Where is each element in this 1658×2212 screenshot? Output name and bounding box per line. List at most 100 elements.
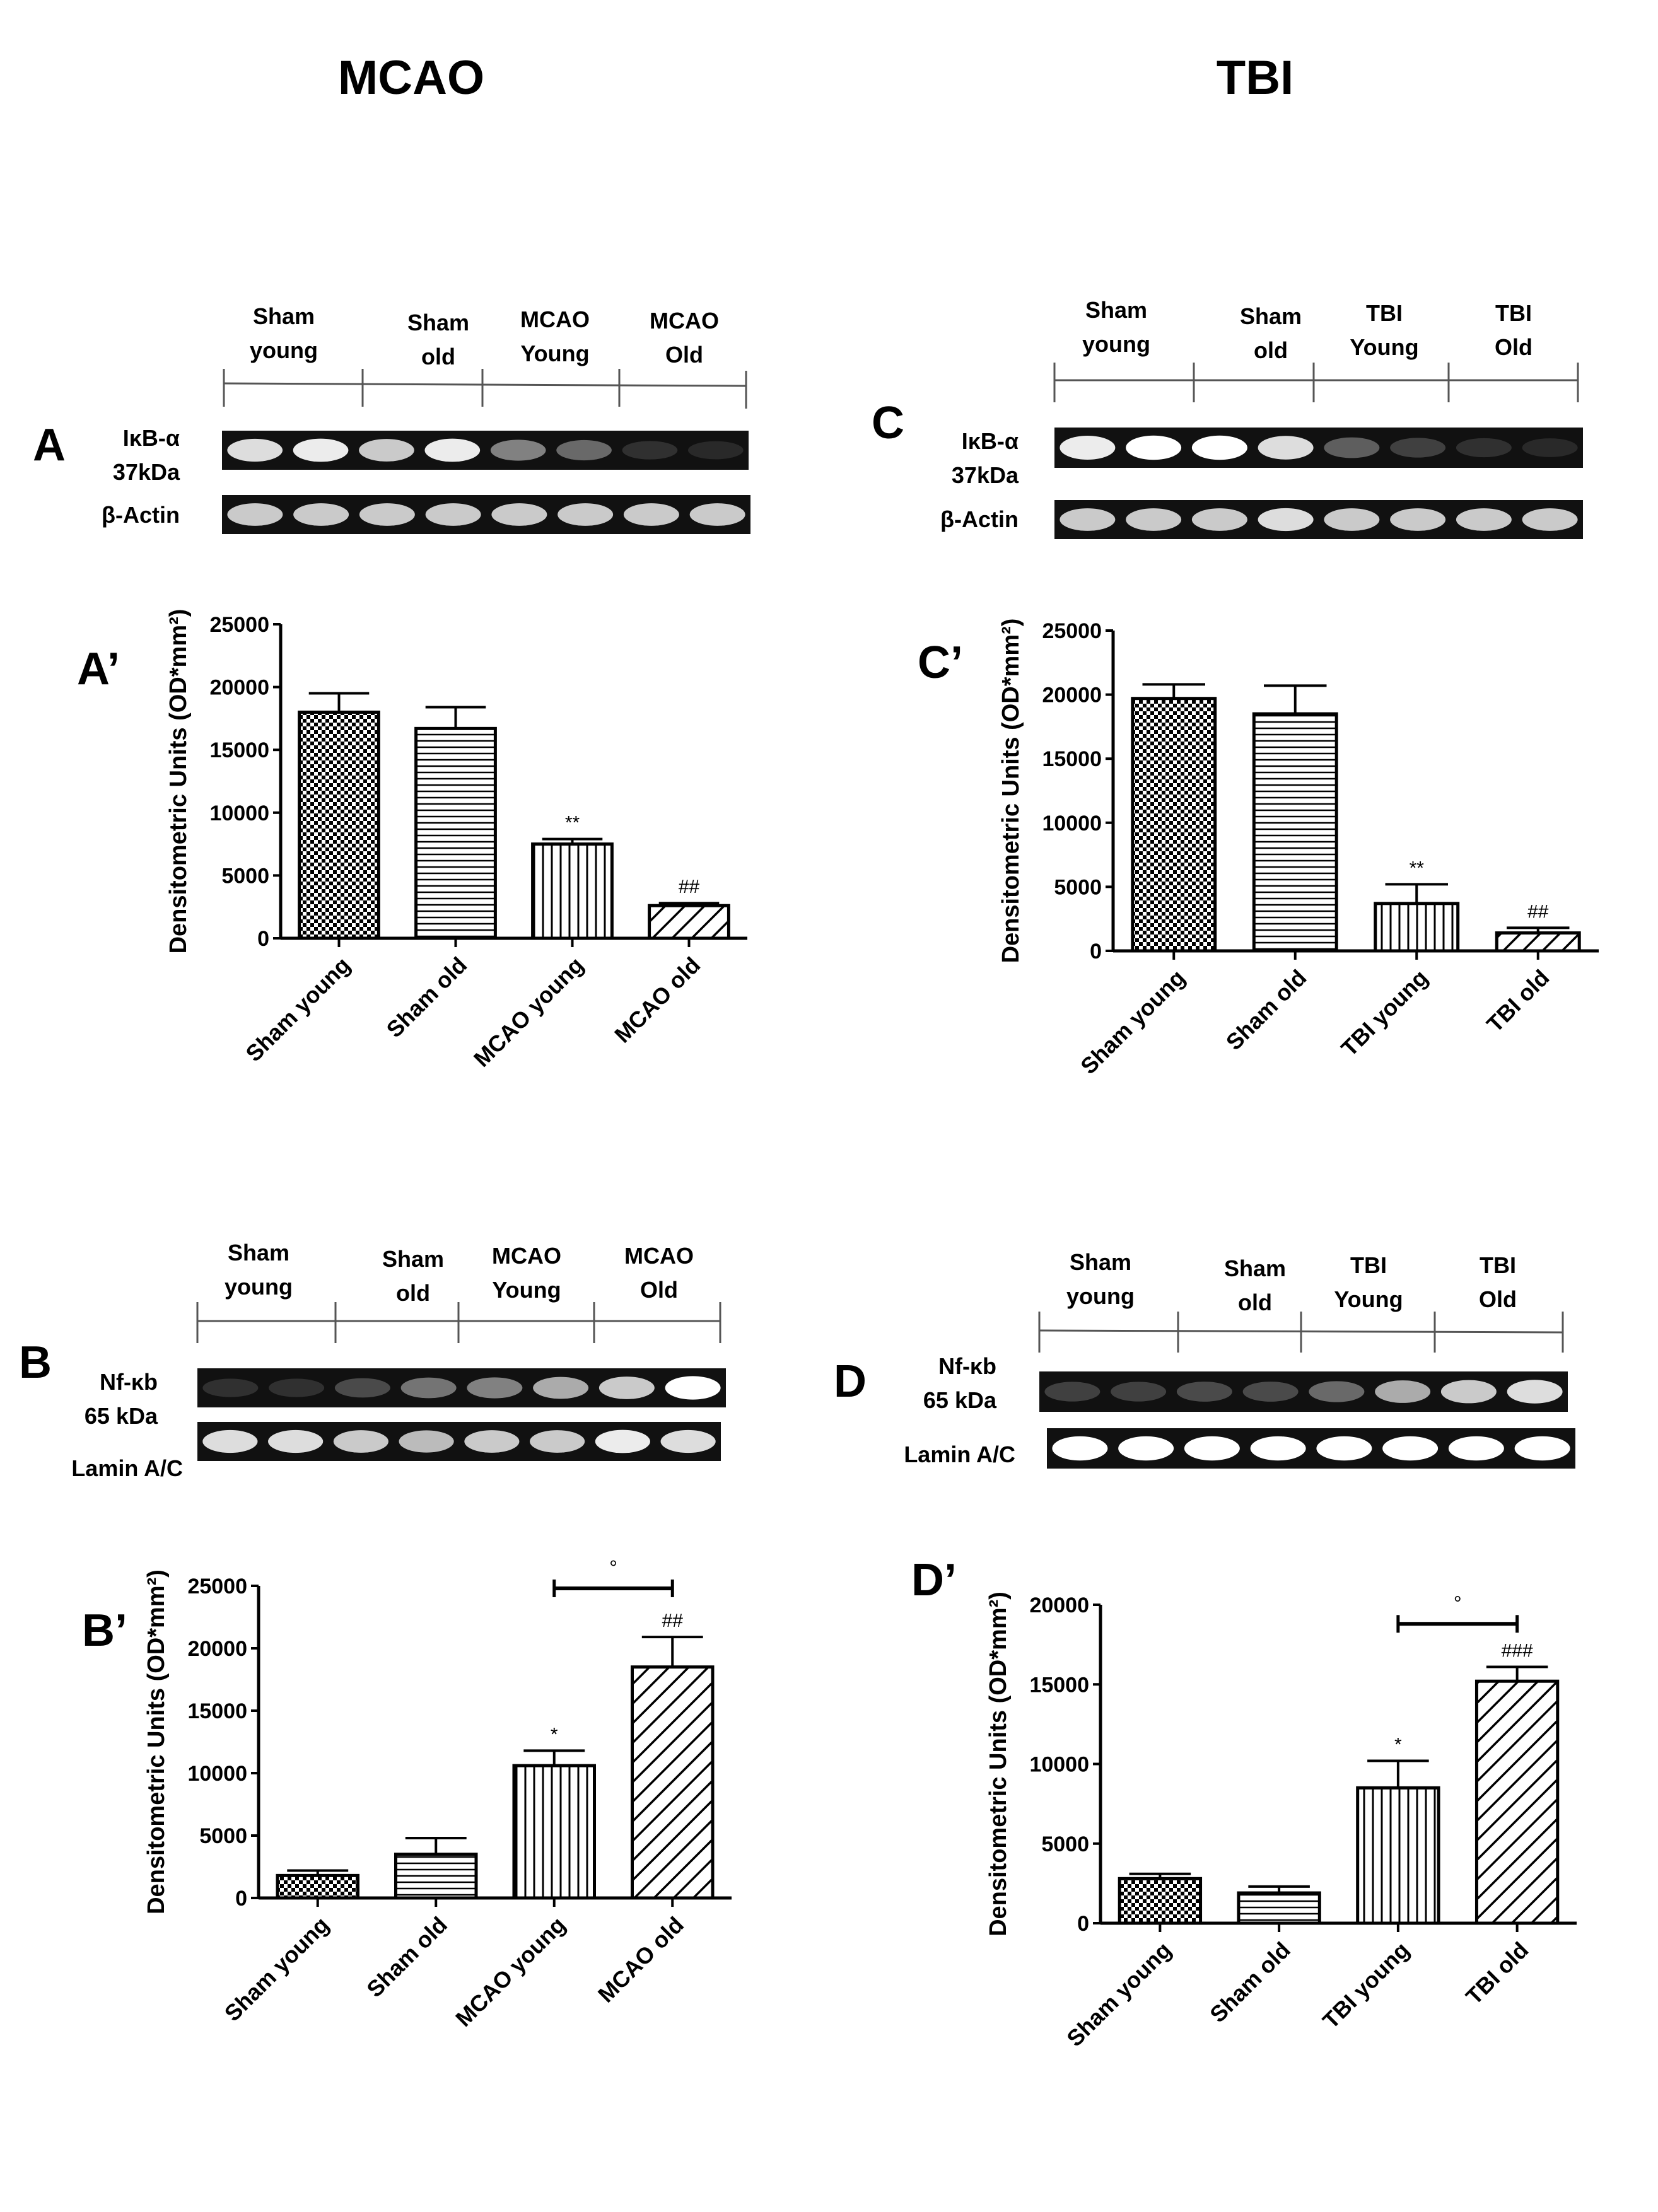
bar bbox=[1474, 1679, 1560, 1925]
chart-D-prime: 0 5000 10000 15000 20000 Densitometric Units … bbox=[985, 1592, 1577, 2051]
blot-strip-nfkb bbox=[197, 1368, 726, 1407]
blot-band bbox=[595, 1429, 650, 1453]
y-tick-label: 10000 bbox=[1029, 1753, 1089, 1777]
lane-label: MCAO Young bbox=[492, 1243, 561, 1303]
y-tick-label: 10000 bbox=[187, 1762, 247, 1786]
protein-label: Nf-κb 65 kDa bbox=[923, 1353, 996, 1413]
blot-band bbox=[1456, 508, 1512, 531]
protein-label: IκB-α 37kDa bbox=[951, 428, 1019, 488]
blot-band bbox=[1258, 436, 1314, 460]
blot-band bbox=[689, 503, 745, 526]
blot-band bbox=[1522, 438, 1578, 457]
blot-band bbox=[467, 1377, 523, 1399]
blot-band bbox=[558, 503, 614, 526]
bar bbox=[298, 710, 380, 940]
y-tick-label: 20000 bbox=[187, 1637, 247, 1661]
blot-band bbox=[1044, 1382, 1100, 1402]
blot-band bbox=[1052, 1436, 1108, 1461]
blot-band bbox=[293, 438, 349, 462]
blot-band bbox=[333, 1430, 388, 1453]
x-tick-label: Sham old bbox=[361, 1912, 452, 2003]
y-axis-label: Densitometric Units (OD*mm²) bbox=[998, 619, 1024, 963]
bar bbox=[414, 726, 497, 940]
x-tick-label: Sham young bbox=[1061, 1937, 1176, 2052]
column-title-tbi: TBI bbox=[1216, 51, 1294, 105]
y-tick-label: 0 bbox=[235, 1887, 247, 1911]
loading-control-label: Lamin A/C bbox=[904, 1441, 1015, 1467]
blot-band bbox=[1309, 1381, 1365, 1402]
y-tick-label: 10000 bbox=[209, 801, 269, 825]
blot-band bbox=[490, 439, 546, 461]
y-tick-label: 5000 bbox=[1041, 1832, 1089, 1856]
blot-band bbox=[425, 503, 481, 526]
blot-band bbox=[1176, 1382, 1232, 1402]
blot-band bbox=[464, 1430, 520, 1453]
blot-band bbox=[665, 1376, 721, 1400]
panel-letter-b: B bbox=[19, 1337, 52, 1388]
blot-band bbox=[202, 1378, 259, 1397]
lane-label: Sham young bbox=[225, 1240, 293, 1300]
y-axis-label: Densitometric Units (OD*mm²) bbox=[143, 1569, 170, 1914]
blot-band bbox=[227, 503, 283, 526]
y-tick-label: 20000 bbox=[209, 676, 269, 700]
blot-band bbox=[1060, 508, 1116, 531]
blot-band bbox=[1126, 508, 1182, 531]
blot-band bbox=[202, 1429, 258, 1453]
bar bbox=[512, 1764, 596, 1900]
x-tick-label: Sham young bbox=[219, 1912, 334, 2027]
blot-band bbox=[227, 438, 283, 462]
x-tick-label: Sham old bbox=[382, 952, 472, 1043]
blot-band bbox=[1324, 508, 1380, 531]
significance-label: ### bbox=[1502, 1640, 1533, 1661]
x-tick-label: MCAO young bbox=[450, 1912, 570, 2032]
blot-band bbox=[1118, 1436, 1174, 1461]
y-tick-label: 15000 bbox=[209, 738, 269, 762]
significance-label: ## bbox=[662, 1610, 684, 1631]
blot-band bbox=[400, 1377, 457, 1399]
blot-band bbox=[1184, 1436, 1240, 1461]
bar bbox=[531, 842, 614, 940]
blot-band bbox=[660, 1429, 716, 1453]
panel-letter-a: A bbox=[33, 420, 66, 470]
loading-control-label: Lamin A/C bbox=[71, 1455, 183, 1481]
blot-band bbox=[491, 503, 547, 526]
x-tick-label: MCAO old bbox=[609, 952, 705, 1048]
blot-band bbox=[399, 1430, 454, 1453]
lane-label: Sham young bbox=[1066, 1249, 1135, 1309]
protein-label: Nf-κb 65 kDa bbox=[84, 1369, 158, 1429]
x-tick-label: TBI young bbox=[1336, 965, 1432, 1061]
y-tick-label: 0 bbox=[257, 927, 269, 951]
protein-label: IκB-α 37kDa bbox=[112, 425, 180, 485]
y-tick-label: 5000 bbox=[199, 1824, 247, 1848]
y-tick-label: 25000 bbox=[1042, 619, 1102, 643]
blot-strip-nfkb bbox=[1039, 1371, 1568, 1412]
blot-band bbox=[334, 1378, 390, 1398]
bar bbox=[1495, 931, 1581, 953]
panel-letter-b-prime: B’ bbox=[82, 1605, 127, 1656]
y-tick-label: 0 bbox=[1077, 1912, 1089, 1936]
blot-band bbox=[424, 438, 481, 462]
lane-label: Sham old bbox=[1223, 1255, 1287, 1315]
blot-strip-lamin bbox=[1047, 1428, 1575, 1469]
y-tick-label: 20000 bbox=[1029, 1593, 1089, 1617]
blot-strip-b-actin bbox=[1054, 500, 1583, 539]
significance-label: * bbox=[1394, 1734, 1402, 1755]
y-axis-label: Densitometric Units (OD*mm²) bbox=[165, 609, 192, 954]
lane-label: TBI Young bbox=[1350, 300, 1419, 360]
bar bbox=[1237, 1891, 1321, 1925]
blot-band bbox=[556, 439, 612, 461]
loading-control-label: β-Actin bbox=[102, 502, 180, 528]
blot-band bbox=[1111, 1382, 1167, 1402]
x-tick-label: Sham young bbox=[240, 952, 355, 1067]
lane-label: TBI Young bbox=[1334, 1252, 1403, 1312]
lane-label: MCAO Young bbox=[520, 306, 590, 366]
chart-B-prime: 0 5000 10000 15000 20000 25000 Densitometric U… bbox=[143, 1556, 732, 2032]
blot-band bbox=[598, 1377, 655, 1399]
significance-label: * bbox=[551, 1724, 558, 1745]
y-tick-label: 15000 bbox=[1042, 747, 1102, 771]
blot-band bbox=[269, 1378, 325, 1397]
lane-label: MCAO Old bbox=[624, 1243, 694, 1303]
